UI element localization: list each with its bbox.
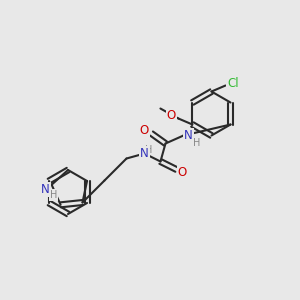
Text: H: H — [50, 190, 57, 200]
Text: O: O — [167, 109, 176, 122]
Text: Cl: Cl — [228, 77, 239, 90]
Text: H: H — [193, 137, 200, 148]
Text: O: O — [140, 124, 149, 137]
Text: O: O — [178, 166, 187, 179]
Text: N: N — [140, 147, 149, 160]
Text: H: H — [145, 145, 152, 154]
Text: N: N — [41, 183, 50, 196]
Text: N: N — [184, 129, 193, 142]
